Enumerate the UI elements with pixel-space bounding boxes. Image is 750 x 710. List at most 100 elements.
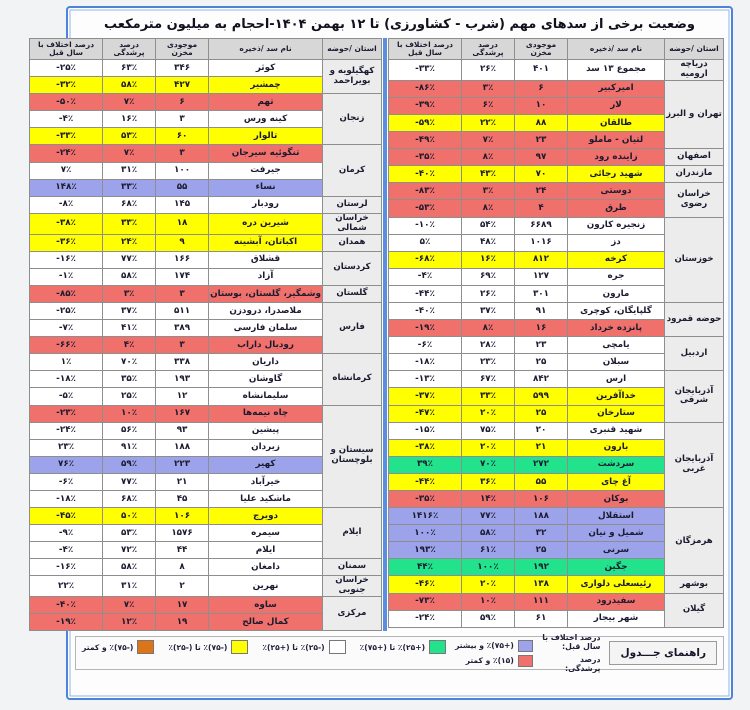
dam-name-cell: کوثر xyxy=(208,58,323,78)
dam-name-cell: ارس xyxy=(567,370,665,389)
table-row: کرخه ۸۱۲ ۱۶٪ -۶۸٪ xyxy=(388,250,724,269)
column-header: موجودی مخزن xyxy=(514,38,568,60)
diff-percent-cell: -۶٪ xyxy=(29,472,104,492)
volume-cell: ۱۰۰ xyxy=(155,161,210,180)
dam-name-cell: رئیسعلی دلواری xyxy=(567,575,665,594)
dam-name-cell: چمشیر xyxy=(208,76,323,95)
volume-cell: ۳ xyxy=(155,110,210,129)
fill-percent-cell: ۹۱٪ xyxy=(102,438,157,457)
dam-name-cell: زاینده رود xyxy=(567,148,665,167)
table-row: پانزده خرداد ۱۶ ۸٪ -۱۹٪ xyxy=(388,319,724,338)
diff-percent-cell: ۱۴۸٪ xyxy=(29,178,104,197)
province-cell: کرمان xyxy=(322,144,382,197)
table-row: دریاچه ارومیه مجموع ۱۳ سد ۴۰۱ ۲۶٪ -۳۳٪ xyxy=(388,59,724,81)
diff-percent-cell: -۲۵٪ xyxy=(29,301,104,321)
table-row: خراسان شمالی شیرین دره ۱۸ ۳۳٪ -۳۸٪ xyxy=(29,212,382,235)
dam-name-cell: جگین xyxy=(567,558,665,577)
fill-percent-cell: ۶۱٪ xyxy=(461,541,515,560)
fill-percent-cell: ۷۵٪ xyxy=(461,421,515,440)
volume-cell: ۹۱ xyxy=(514,301,568,321)
fill-percent-cell: ۶۹٪ xyxy=(461,267,515,286)
column-header: درصد اختلاف با سال قبل xyxy=(388,38,462,60)
fill-percent-cell: ۷۲٪ xyxy=(102,541,157,560)
table-row: فارس ملاصدرا، درودزن ۵۱۱ ۳۷٪ -۲۵٪ xyxy=(29,301,382,355)
volume-cell: ۸ xyxy=(155,558,210,577)
diff-percent-cell: -۳۹٪ xyxy=(388,96,462,115)
volume-cell: ۱۵۷۶ xyxy=(155,524,210,543)
table-row: سردشت ۲۷۲ ۷۰٪ ۳۹٪ xyxy=(388,455,724,474)
diff-percent-cell: -۴۷٪ xyxy=(388,404,462,423)
volume-cell: ۱۸۸ xyxy=(514,507,568,526)
volume-cell: ۹۷ xyxy=(514,148,568,167)
dam-name-cell: لتیان - ماملو xyxy=(567,131,665,150)
table-row: کرمانشاه داریان ۳۳۸ ۷۰٪ ۱٪ xyxy=(29,353,382,406)
province-cell: هرمزگان xyxy=(664,507,724,577)
legend-item-green: (+۲۵)٪ تا (+۷۵)٪ xyxy=(360,640,447,655)
table-row: گیلان سفیدرود ۱۱۱ ۱۰٪ -۷۳٪ xyxy=(388,592,724,628)
diff-percent-cell: -۸٪ xyxy=(29,195,104,214)
legend-item-label: (+۷۵)٪ و بیشتر xyxy=(455,641,514,651)
dam-name-cell: دوستی xyxy=(567,182,665,201)
volume-cell: ۲۵ xyxy=(514,541,568,560)
legend-fill-label: درصد پرشدگی: xyxy=(564,655,601,674)
dam-name-cell: مارون xyxy=(567,284,665,303)
fill-percent-cell: ۳٪ xyxy=(461,79,515,98)
dam-name-cell: زنجیره کارون xyxy=(567,216,665,235)
volume-cell: ۱۴۵ xyxy=(155,195,210,214)
dam-name-cell: شهر بیجار xyxy=(567,609,665,628)
fill-percent-cell: ۷۷٪ xyxy=(461,507,515,526)
fill-percent-cell: ۷٪ xyxy=(102,596,157,615)
table-row: کهگیلویه و بویراحمد کوثر ۳۴۶ ۶۳٪ -۲۵٪ xyxy=(29,58,382,95)
table-row: اصفهان زاینده رود ۹۷ ۸٪ -۳۵٪ xyxy=(388,148,724,167)
volume-cell: ۶۰ xyxy=(155,127,210,146)
diff-percent-cell: -۲۴٪ xyxy=(29,421,104,440)
volume-cell: ۳ xyxy=(155,284,210,303)
diff-percent-cell: ۲۲٪ xyxy=(29,575,104,598)
diff-percent-cell: ۴۴٪ xyxy=(388,558,462,577)
diff-percent-cell: -۵۰٪ xyxy=(29,93,104,112)
volume-cell: ۱۹۳ xyxy=(155,370,210,389)
dam-name-cell: وشمگیر، گلستان، بوستان xyxy=(208,284,323,303)
dam-name-cell: کرخه xyxy=(567,250,665,269)
fill-percent-cell: ۳۱٪ xyxy=(102,575,157,598)
volume-cell: ۲۱ xyxy=(514,438,568,457)
legend-scale: (+۲۵)٪ تا (+۷۵)٪ (-۲۵)٪ تا (+۲۵)٪ (-۷۵)٪ ت… xyxy=(82,640,447,666)
province-cell: خراسان رضوی xyxy=(664,182,724,218)
diff-percent-cell: -۱۸٪ xyxy=(29,489,104,509)
column-header: درصد اختلاف با سال قبل xyxy=(29,38,104,60)
column-header: درصد پرشدگی xyxy=(461,38,515,60)
province-cell: اصفهان xyxy=(664,148,724,167)
green-swatch-icon xyxy=(429,640,447,655)
dam-name-cell: کمال صالح xyxy=(208,613,323,632)
fill-percent-cell: ۳۵٪ xyxy=(102,370,157,389)
volume-cell: ۶ xyxy=(514,79,568,98)
dam-name-cell: بارون xyxy=(567,438,665,457)
diff-percent-cell: -۱۸٪ xyxy=(388,353,462,372)
volume-cell: ۷۰ xyxy=(514,165,568,184)
diff-percent-cell: -۴۰٪ xyxy=(388,301,462,321)
fill-percent-cell: ۳٪ xyxy=(461,182,515,201)
fill-percent-cell: ۶۳٪ xyxy=(102,58,157,78)
table-row: ستارخان ۲۵ ۲۰٪ -۴۷٪ xyxy=(388,404,724,423)
diff-percent-cell: ۵٪ xyxy=(388,233,462,252)
volume-cell: ۳۰۱ xyxy=(514,284,568,303)
province-cell: زنجان xyxy=(322,93,382,146)
page-title: وضعیت برخی از سدهای مهم (شرب - کشاورزی) … xyxy=(103,17,696,32)
volume-cell: ۸۸ xyxy=(514,113,568,133)
diff-percent-cell: ۷٪ xyxy=(29,161,104,180)
volume-cell: ۳۸۹ xyxy=(155,319,210,338)
diff-percent-cell: -۵۳٪ xyxy=(388,199,462,218)
diff-percent-cell: -۸۵٪ xyxy=(29,284,104,303)
column-header: استان /حوضه xyxy=(664,38,724,60)
diff-percent-cell: -۲۵٪ xyxy=(29,58,104,78)
dam-name-cell: آزاد xyxy=(208,267,323,286)
volume-cell: ۱۶۷ xyxy=(155,404,210,423)
volume-cell: ۴۴ xyxy=(155,541,210,560)
fill-percent-cell: ۷۰٪ xyxy=(461,455,515,474)
dam-name-cell: سرنی xyxy=(567,541,665,560)
dam-name-cell: چاه نیمه‌ها xyxy=(208,404,323,423)
dam-name-cell: سلیمانشاه xyxy=(208,387,323,406)
province-cell: تهران و البرز xyxy=(664,79,724,150)
dam-name-cell: خداآفرین xyxy=(567,387,665,406)
volume-cell: ۴ xyxy=(514,199,568,218)
